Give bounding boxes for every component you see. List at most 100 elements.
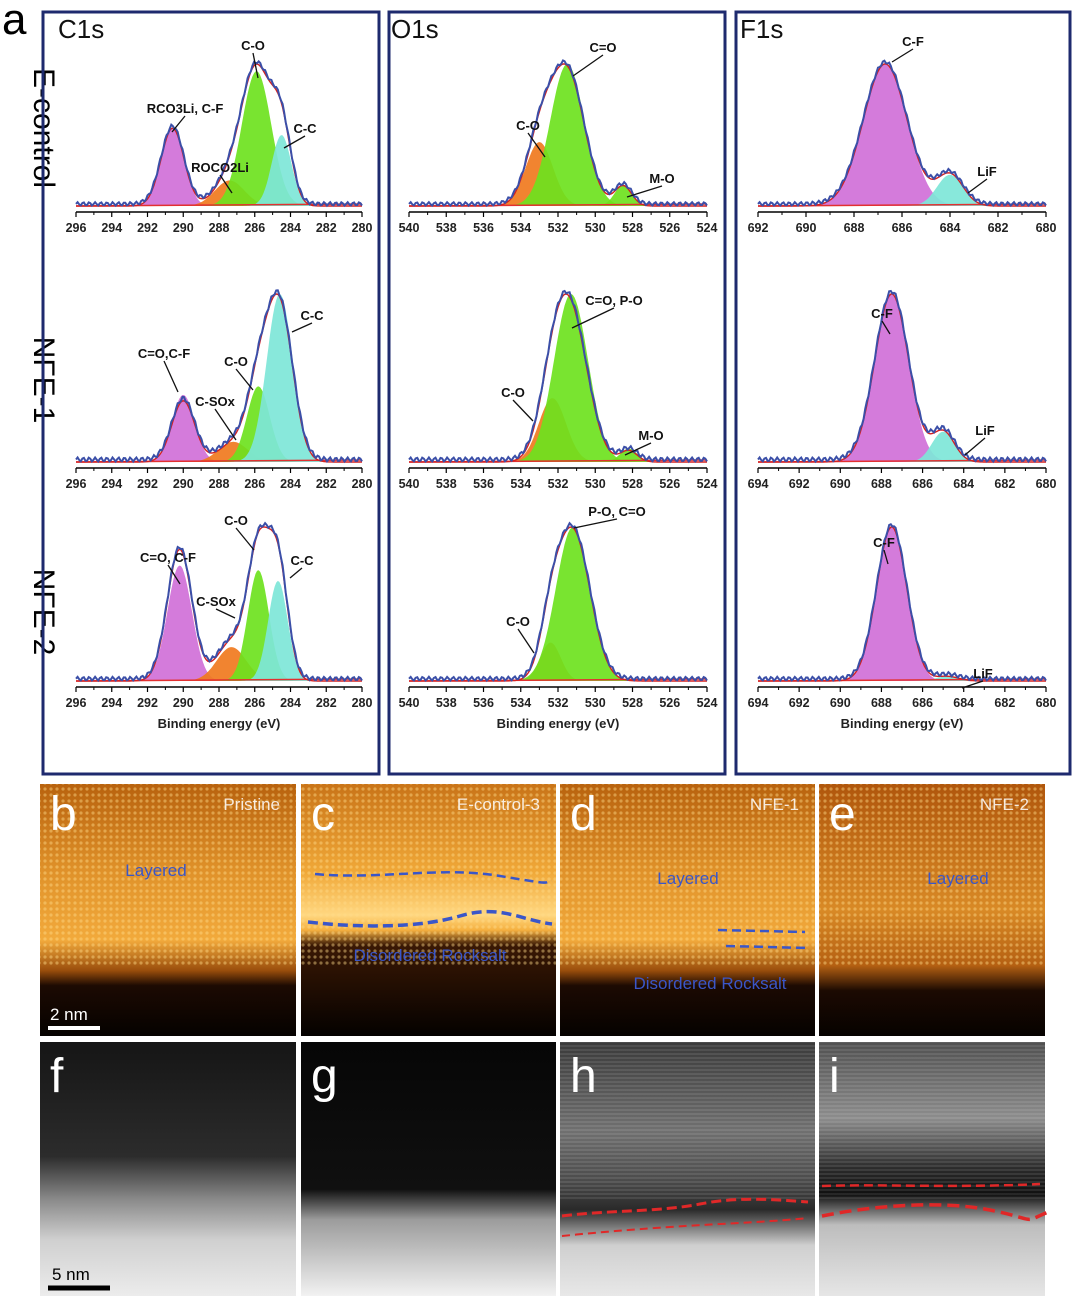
x-tick-label: 534 xyxy=(510,477,531,491)
x-tick-label: 524 xyxy=(697,221,718,235)
peak-label-c-sox: C-SOx xyxy=(195,394,236,409)
annotation-leader xyxy=(891,48,914,63)
x-tick-label: 686 xyxy=(892,221,913,235)
x-tick-label: 680 xyxy=(1036,221,1057,235)
peak-label-c-o: C=O xyxy=(589,40,616,55)
spectrum-o1s-nfe-2: 540 538 536 534 532 530 528 526 524 Binding energ… xyxy=(399,504,718,731)
x-tick-label: 290 xyxy=(173,221,194,235)
x-tick-label: 290 xyxy=(173,477,194,491)
boundary-upper xyxy=(821,1182,1041,1188)
bf-image-h: h xyxy=(560,1042,815,1296)
boundary-lower xyxy=(561,1217,809,1237)
x-tick-label: 526 xyxy=(659,696,680,710)
boundary-upper xyxy=(561,1197,809,1218)
annotation-leader xyxy=(219,174,233,194)
boundary-upper xyxy=(314,871,553,884)
x-tick-label: 688 xyxy=(871,477,892,491)
measured-spectrum xyxy=(757,289,1047,464)
annotation-leader xyxy=(291,322,313,333)
fit-peak-c-f xyxy=(758,527,1046,681)
x-tick-label: 694 xyxy=(748,696,769,710)
boundary-lower xyxy=(821,1203,1049,1222)
x-tick-label: 694 xyxy=(748,477,769,491)
frame-f1s xyxy=(734,10,1072,776)
spectrum-f1s-nfe-2: 694 692 690 688 686 684 682 680 Binding energy (… xyxy=(748,523,1056,731)
x-tick-label: 284 xyxy=(280,221,301,235)
boundary-upper xyxy=(717,928,806,934)
measured-spectrum xyxy=(75,521,363,683)
annotation-leader xyxy=(881,320,891,335)
x-tick-label: 692 xyxy=(748,221,769,235)
x-tick-label: 690 xyxy=(830,477,851,491)
annotation-leader xyxy=(215,608,236,619)
panel-letter-b: b xyxy=(50,788,77,841)
lattice-fringes xyxy=(560,1042,815,1200)
fit-peak-c-o xyxy=(409,64,707,206)
x-axis-label: Binding energy (eV) xyxy=(158,716,281,731)
annotation-leader xyxy=(517,628,535,654)
peak-label-lif: LiF xyxy=(977,164,997,179)
annotation-leader xyxy=(573,518,618,529)
fit-envelope xyxy=(409,526,707,682)
x-tick-label: 526 xyxy=(659,477,680,491)
x-tick-label: 288 xyxy=(209,696,230,710)
spectrum-c1s-nfe-1: 296 294 292 290 288 286 284 282 280 C=O,C-F C-SOx C… xyxy=(66,289,373,491)
x-tick-label: 692 xyxy=(789,696,810,710)
x-tick-label: 292 xyxy=(137,477,158,491)
bf-image-f: f 5 nm xyxy=(40,1042,296,1296)
haadf-image-c: c E-control-3 Disordered Rocksalt xyxy=(301,784,556,1036)
x-tick-label: 528 xyxy=(622,221,643,235)
x-tick-label: 530 xyxy=(585,221,606,235)
micrographs: b Pristine Layered 2 nm c E-control-3 Disorder… xyxy=(40,784,1049,1296)
x-tick-label: 296 xyxy=(66,221,87,235)
peak-label-roco2li: ROCO2Li xyxy=(191,160,249,175)
fit-peak-m-o xyxy=(409,184,707,206)
x-tick-label: 294 xyxy=(101,477,122,491)
fit-peak-c-c xyxy=(76,580,362,681)
boundary-lower xyxy=(307,909,553,928)
annotation-leader xyxy=(252,52,259,79)
x-tick-label: 538 xyxy=(436,477,457,491)
fit-peak-c-c xyxy=(76,294,362,462)
frame-o1s xyxy=(387,10,727,776)
panel-title-c1s: C1s xyxy=(58,14,104,44)
x-tick-label: 530 xyxy=(585,477,606,491)
x-tick-label: 288 xyxy=(209,221,230,235)
x-tick-label: 682 xyxy=(994,477,1015,491)
panel-letter-g: g xyxy=(311,1050,338,1103)
peak-label-c-o-p-o: C=O, P-O xyxy=(585,293,642,308)
annotation-leader xyxy=(883,549,889,565)
peak-label-rco3li-c-f: RCO3Li, C-F xyxy=(147,101,224,116)
x-axis-label: Binding energy (eV) xyxy=(497,716,620,731)
bf-background xyxy=(40,1042,296,1296)
region-label-layered: Layered xyxy=(927,869,988,888)
spectrum-f1s-e-control: 692 690 688 686 684 682 680 F1s C-F LiF xyxy=(740,14,1056,235)
x-tick-label: 286 xyxy=(244,221,265,235)
caption-pristine: Pristine xyxy=(223,795,280,814)
peak-label-m-o: M-O xyxy=(638,428,663,443)
measured-spectrum xyxy=(75,289,363,464)
x-tick-label: 280 xyxy=(352,477,373,491)
peak-label-lif: LiF xyxy=(975,423,995,438)
x-axis-label: Binding energy (eV) xyxy=(841,716,964,731)
x-tick-label: 540 xyxy=(399,221,420,235)
x-tick-label: 296 xyxy=(66,477,87,491)
fit-envelope xyxy=(76,526,362,682)
panel-letter-e: e xyxy=(829,788,856,841)
x-tick-label: 684 xyxy=(953,696,974,710)
annotation-leader xyxy=(527,132,546,158)
x-tick-label: 532 xyxy=(548,477,569,491)
measured-spectrum xyxy=(75,59,363,208)
fit-peak-c-f xyxy=(758,294,1046,462)
fit-peak-c-sox xyxy=(76,441,362,462)
annotation-leader xyxy=(289,567,303,579)
annotation-leader xyxy=(283,135,306,149)
panel-title-f1s: F1s xyxy=(740,14,783,44)
x-tick-label: 538 xyxy=(436,221,457,235)
spectrum-o1s-nfe-1: 540 538 536 534 532 530 528 526 524 C-O C=O, P-O M-… xyxy=(399,289,717,491)
region-label-layered: Layered xyxy=(125,861,186,880)
panel-title-o1s: O1s xyxy=(391,14,439,44)
annotation-leader xyxy=(964,437,986,456)
annotation-leader xyxy=(961,680,984,689)
lattice-texture xyxy=(40,784,296,966)
